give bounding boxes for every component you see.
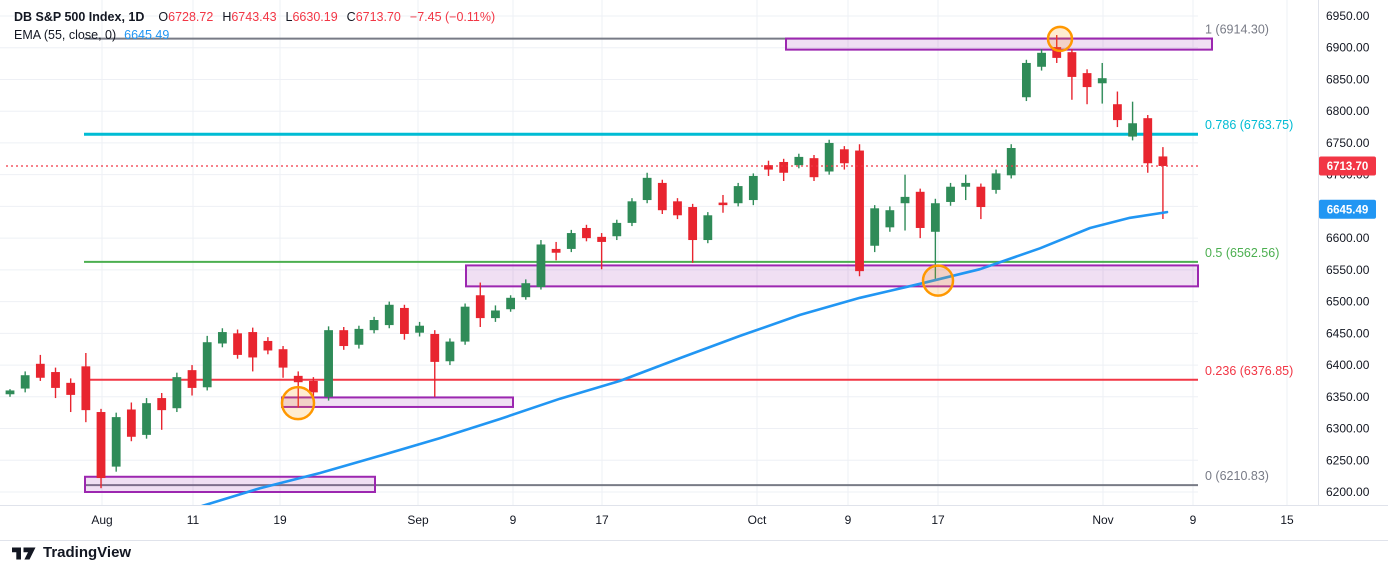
grid-lines (0, 0, 1288, 505)
symbol-legend: DB S&P 500 Index, 1D O6728.72 H6743.43 L663… (14, 8, 495, 44)
axis-borders (0, 0, 1388, 541)
svg-text:0 (6210.83): 0 (6210.83) (1205, 469, 1269, 483)
svg-text:Aug: Aug (91, 513, 112, 527)
tradingview-label: TradingView (43, 544, 132, 561)
highlight-circles (280, 25, 1074, 421)
fib-retracement-lines (84, 37, 1198, 487)
change-value: −7.45 (−0.11%) (409, 10, 496, 24)
ohlc-row: DB S&P 500 Index, 1D O6728.72 H6743.43 L663… (14, 8, 495, 26)
svg-text:6350.00: 6350.00 (1326, 390, 1370, 404)
svg-text:Sep: Sep (407, 513, 429, 527)
svg-text:0.5 (6562.56): 0.5 (6562.56) (1205, 246, 1279, 260)
svg-text:6300.00: 6300.00 (1326, 422, 1370, 436)
svg-text:6645.49: 6645.49 (1327, 204, 1369, 216)
tradingview-icon (12, 547, 36, 560)
svg-text:Nov: Nov (1092, 513, 1113, 527)
last-price-badge: 6713.70 (1319, 156, 1376, 176)
svg-text:19: 19 (273, 513, 287, 527)
svg-text:9: 9 (510, 513, 517, 527)
high-value: H6743.43 (222, 10, 277, 24)
svg-text:6600.00: 6600.00 (1326, 231, 1370, 245)
svg-text:6713.70: 6713.70 (1327, 161, 1369, 173)
svg-text:1 (6914.30): 1 (6914.30) (1205, 23, 1269, 37)
ema-label[interactable]: EMA (55, close, 0) (14, 28, 117, 42)
svg-text:6750.00: 6750.00 (1326, 136, 1370, 150)
svg-text:6950.00: 6950.00 (1326, 9, 1370, 23)
candles[interactable] (5, 35, 1168, 489)
ema-line (201, 210, 1169, 505)
svg-text:6550.00: 6550.00 (1326, 263, 1370, 277)
time-axis[interactable]: Aug 11 19 Sep 9 17 Oct 9 17 Nov 9 15 (91, 513, 1294, 527)
open-value: O6728.72 (158, 10, 214, 24)
svg-text:6900.00: 6900.00 (1326, 41, 1370, 55)
low-value: L6630.19 (285, 10, 338, 24)
tradingview-logo[interactable]: TradingView (12, 544, 131, 561)
svg-text:6250.00: 6250.00 (1326, 453, 1370, 467)
svg-text:0.236 (6376.85): 0.236 (6376.85) (1205, 364, 1293, 378)
svg-text:17: 17 (931, 513, 945, 527)
price-axis[interactable]: 6950.006900.006850.006800.006750.006700.… (1326, 9, 1370, 499)
svg-text:15: 15 (1280, 513, 1294, 527)
svg-text:0.786 (6763.75): 0.786 (6763.75) (1205, 118, 1293, 132)
ema-value: 6645.49 (124, 28, 170, 42)
svg-text:6850.00: 6850.00 (1326, 72, 1370, 86)
fib-labels: 1 (6914.30) 0.786 (6763.75) 0.5 (6562.56) 0… (1205, 23, 1293, 483)
ema-row: EMA (55, close, 0) 6645.49 (14, 26, 495, 44)
svg-text:6200.00: 6200.00 (1326, 485, 1370, 499)
close-value: C6713.70 (346, 10, 401, 24)
svg-text:6800.00: 6800.00 (1326, 104, 1370, 118)
svg-text:Oct: Oct (748, 513, 767, 527)
svg-text:11: 11 (187, 513, 200, 527)
svg-text:17: 17 (595, 513, 609, 527)
symbol-title[interactable]: DB S&P 500 Index, 1D (14, 10, 145, 24)
svg-text:9: 9 (1190, 513, 1197, 527)
svg-text:6500.00: 6500.00 (1326, 295, 1370, 309)
svg-text:6400.00: 6400.00 (1326, 358, 1370, 372)
supply-demand-zones[interactable] (84, 37, 1213, 494)
svg-text:6450.00: 6450.00 (1326, 326, 1370, 340)
ema-price-badge: 6645.49 (1319, 199, 1376, 219)
svg-text:9: 9 (845, 513, 852, 527)
